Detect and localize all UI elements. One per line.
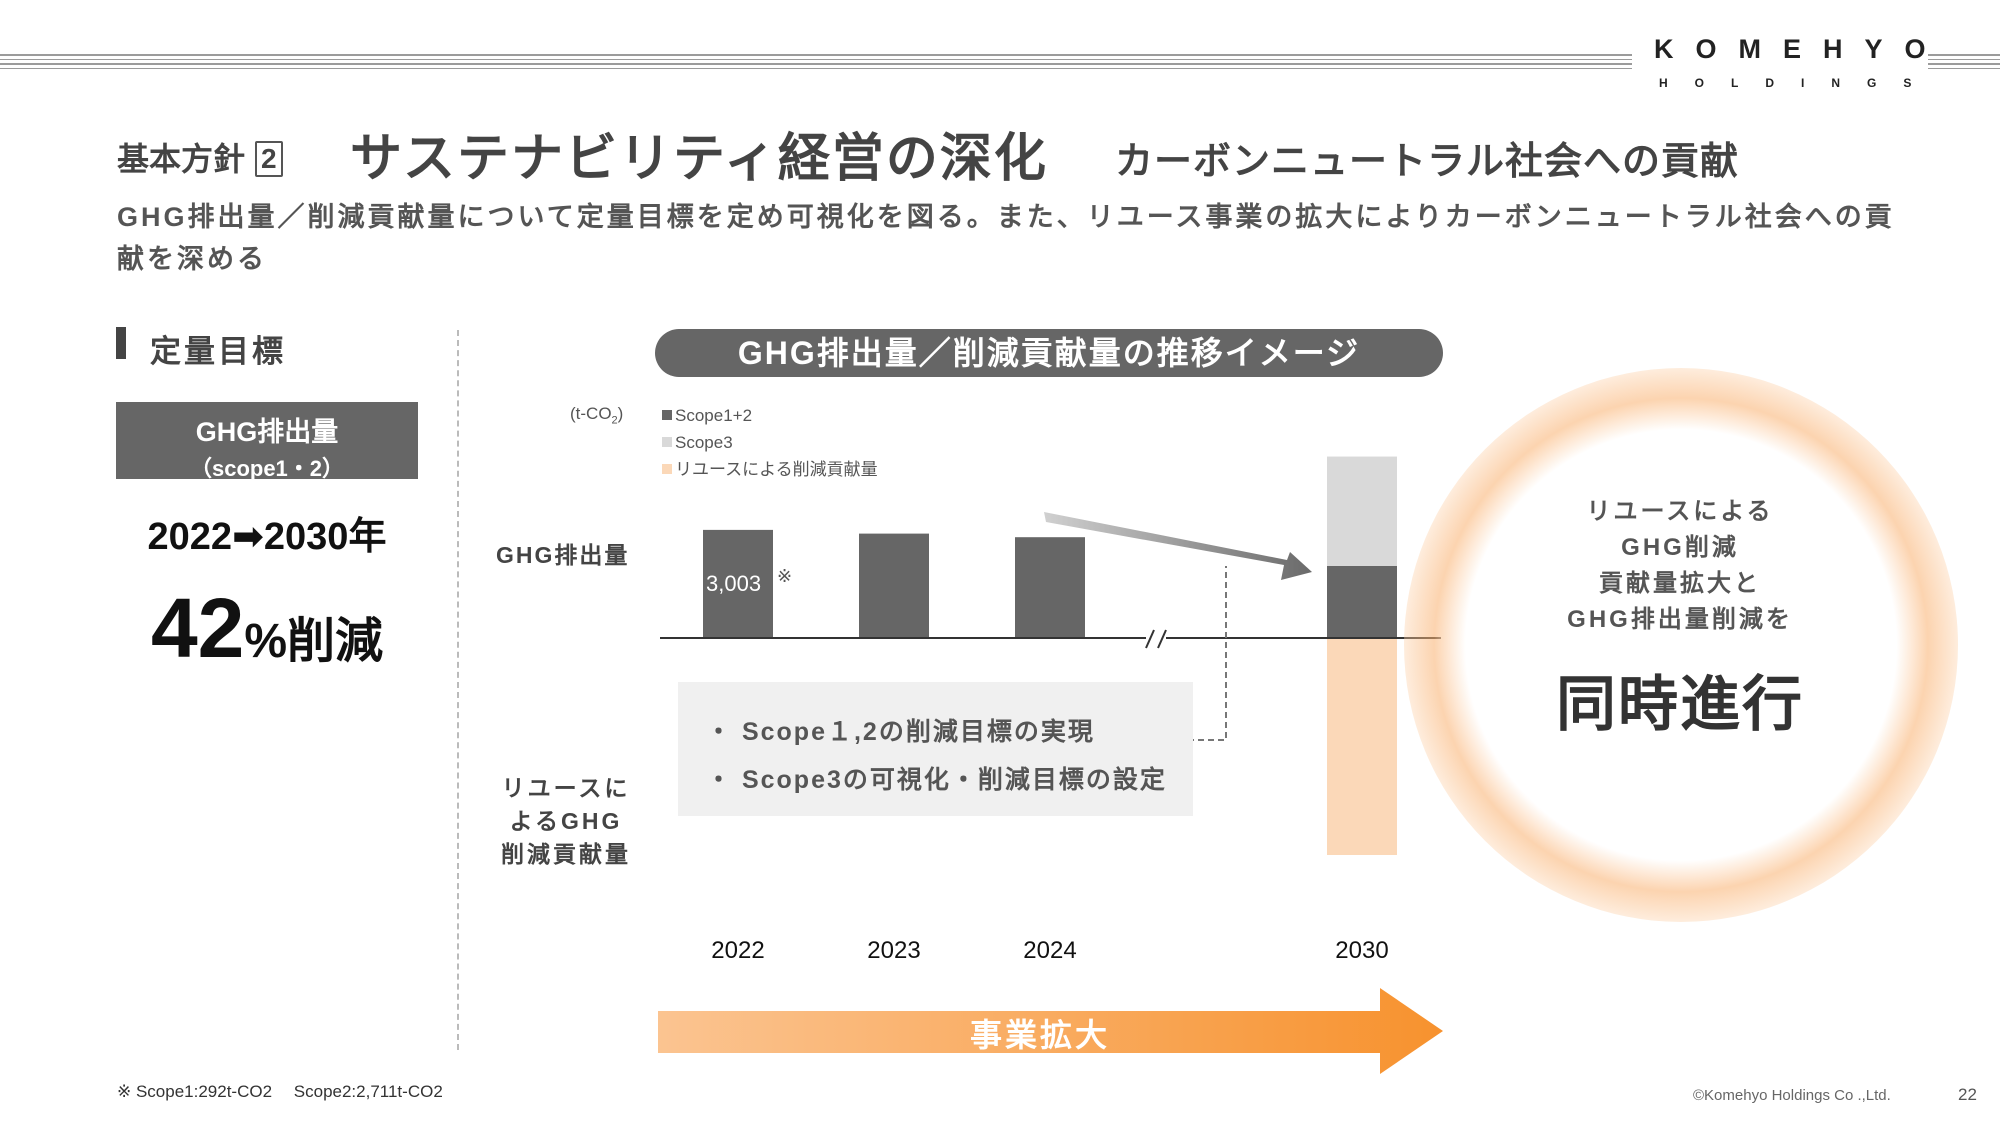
row-label-line: リユースに [501, 775, 631, 801]
axis-break-mark [1145, 629, 1155, 649]
circle-line: GHG削減 [1621, 534, 1739, 561]
bar-scope12-2022 [703, 529, 773, 638]
goal-item: ・ Scope3の可視化・削減目標の設定 [706, 766, 1167, 794]
target-year-range: 2022➡2030年 [147, 516, 387, 558]
policy-number: 2 [255, 141, 283, 177]
logo-subtitle: HOLDINGS [1659, 76, 1939, 90]
panel-divider [457, 330, 459, 1050]
axis-break-mark [1157, 629, 1167, 649]
bar-reuse-2030 [1327, 639, 1397, 855]
data-label-note-mark: ※ [777, 566, 793, 586]
page-title: サステナビリティ経営の深化 [350, 130, 1048, 188]
legend-label: Scope1+2 [675, 406, 753, 425]
legend-label: Scope3 [675, 433, 733, 452]
highlight-circle [1404, 368, 1958, 922]
policy-label: 基本方針 2 [117, 134, 283, 180]
header-lines-left [0, 54, 1634, 72]
goal-item: ・ Scope１,2の削減目標の実現 [706, 718, 1095, 746]
expansion-arrow [658, 988, 1443, 1074]
bar-scope12-2030 [1327, 566, 1397, 638]
company-logo: KOMEHYO HOLDINGS [1632, 34, 1948, 92]
expansion-label: 事業拡大 [969, 1017, 1110, 1053]
circle-emphasis: 同時進行 [1556, 671, 1804, 738]
legend-item-scope12: Scope1+2 [662, 402, 878, 429]
legend-item-scope3: Scope3 [662, 429, 878, 456]
bar-scope3-2030 [1327, 456, 1397, 566]
target-box-scope: （scope1・2） [189, 456, 345, 481]
circle-line: GHG排出量削減を [1567, 606, 1793, 633]
page-subtitle: カーボンニュートラル社会への貢献 [1115, 141, 1740, 183]
trend-arrow [1044, 512, 1312, 580]
row-label-line: 削減貢献量 [501, 841, 631, 867]
bar-scope12-2024 [1015, 537, 1085, 638]
x-tick-label: 2030 [1335, 937, 1389, 964]
circle-line: リユースによる [1586, 498, 1774, 525]
target-reduction: 42%削減 [116, 580, 418, 677]
section-label: 定量目標 [150, 334, 286, 369]
reduction-suffix: %削減 [244, 615, 384, 668]
x-tick-label: 2023 [867, 937, 921, 964]
target-box-title: GHG排出量 [195, 417, 339, 447]
connector-line [1188, 566, 1227, 741]
page-number: 22 [1958, 1085, 1977, 1104]
header-lines-right [1928, 54, 2000, 72]
chart-legend: Scope1+2 Scope3 リユースによる削減貢献量 [662, 402, 878, 483]
circle-caption: リユースによる GHG削減 貢献量拡大と GHG排出量削減を [1480, 494, 1880, 638]
reduction-number: 42 [150, 581, 245, 675]
legend-item-reuse: リユースによる削減貢献量 [662, 456, 878, 483]
target-box: GHG排出量 （scope1・2） [116, 402, 418, 481]
page-description: GHG排出量／削減貢献量について定量目標を定め可視化を図る。また、リユース事業の… [117, 202, 1895, 274]
legend-label: リユースによる削減貢献量 [675, 460, 878, 479]
row-label-emissions: GHG排出量 [496, 542, 630, 568]
goals-box: ・ Scope１,2の削減目標の実現 ・ Scope3の可視化・削減目標の設定 [678, 682, 1193, 816]
section-marker [116, 327, 126, 359]
bar-data-label: 3,003 [706, 571, 762, 596]
chart-title: GHG排出量／削減貢献量の推移イメージ [655, 329, 1443, 377]
x-tick-label: 2022 [711, 937, 765, 964]
policy-text: 基本方針 [117, 141, 246, 177]
row-label-reuse: リユースに よるGHG 削減貢献量 [496, 772, 636, 871]
row-label-line: よるGHG [509, 808, 623, 834]
bar-scope12-2023 [859, 533, 929, 638]
chart-unit: (t-CO2) [570, 404, 624, 427]
circle-line: 貢献量拡大と [1599, 570, 1761, 597]
footnote: ※ Scope1:292t-CO2 Scope2:2,711t-CO2 [117, 1082, 443, 1101]
logo-wordmark: KOMEHYO [1654, 34, 1948, 64]
copyright: ©Komehyo Holdings Co .,Ltd. [1693, 1087, 1891, 1104]
x-tick-label: 2024 [1023, 937, 1077, 964]
